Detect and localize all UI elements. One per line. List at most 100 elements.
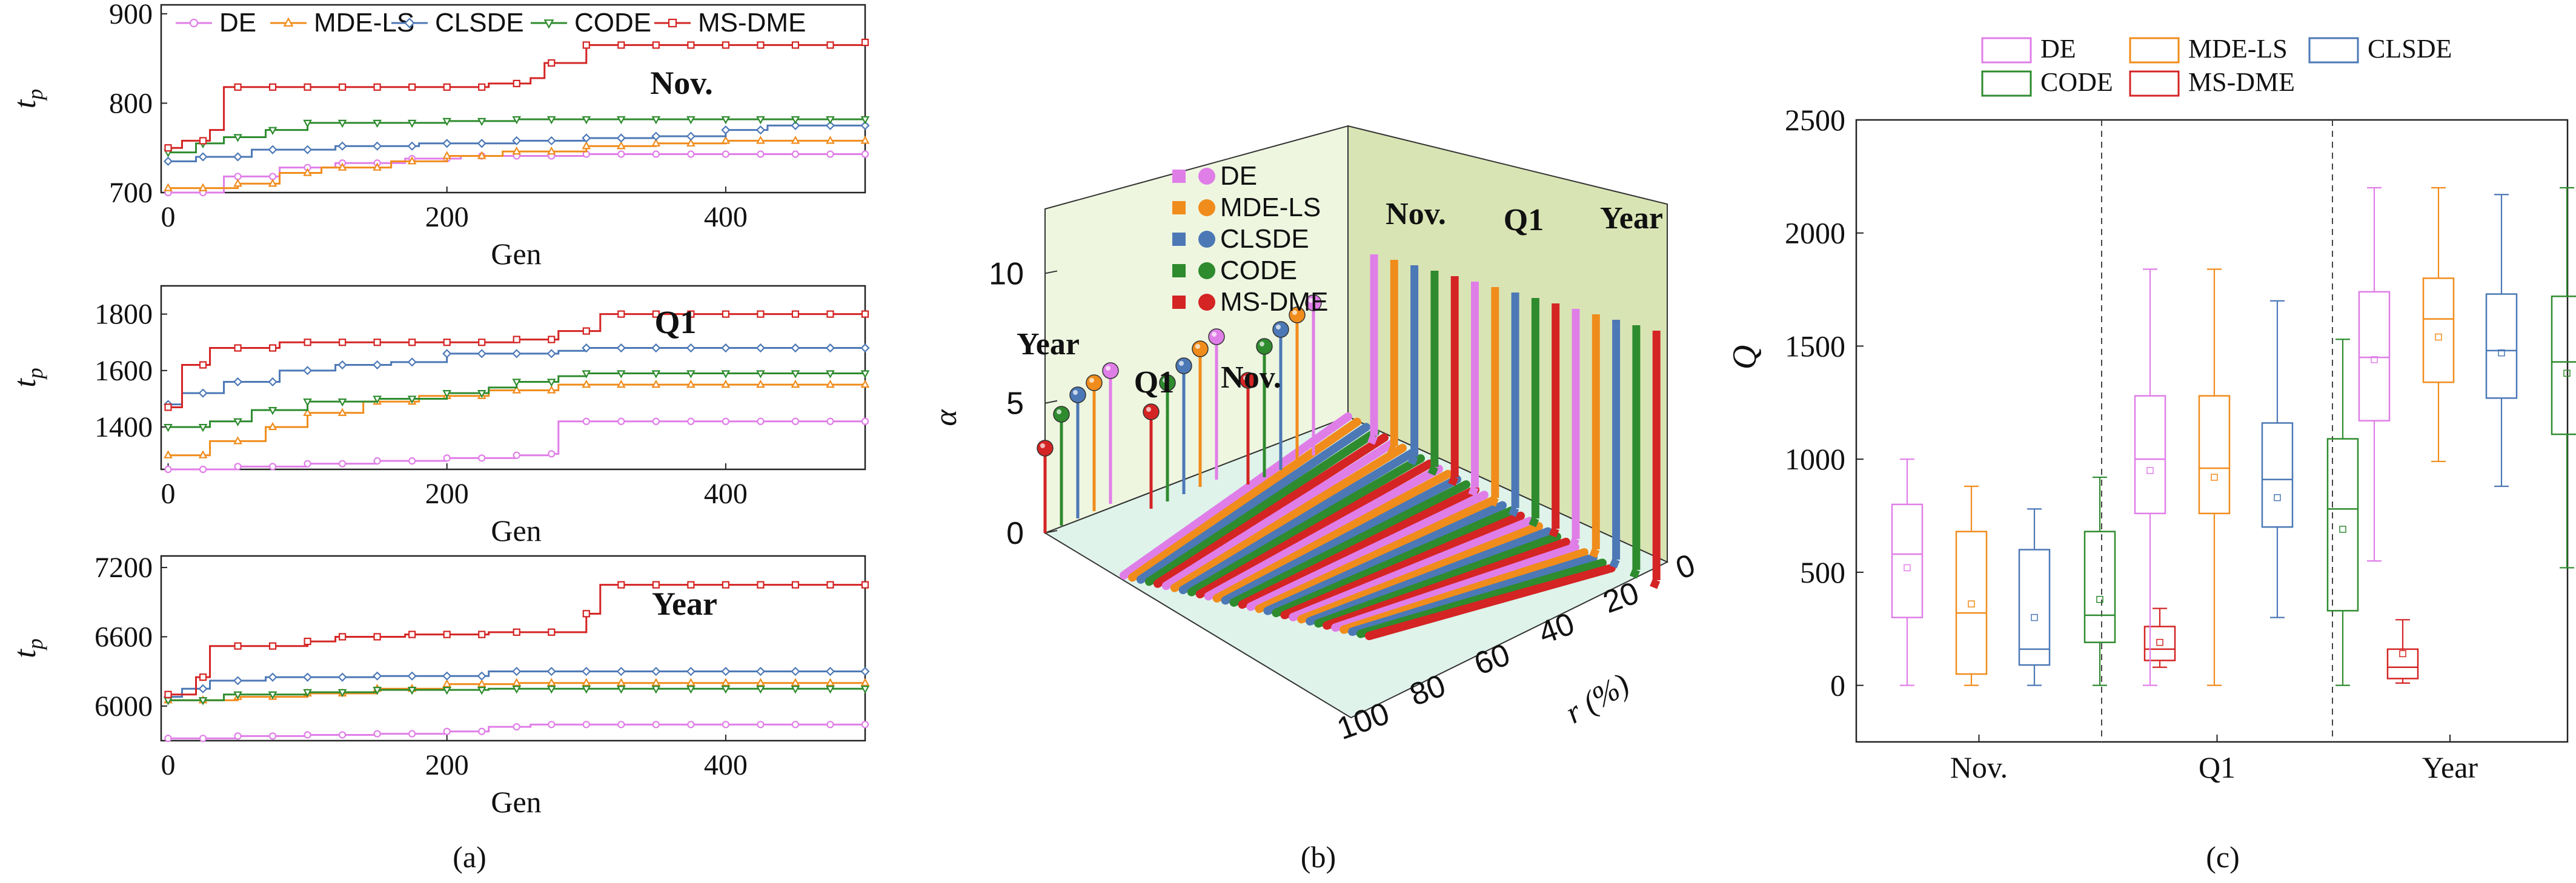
series-marker-MS-DME [478, 83, 486, 91]
series-marker-MDE-LS [616, 379, 626, 388]
series-marker-DE [582, 721, 590, 729]
series-marker-MDE-LS [233, 436, 242, 445]
z-tick [1044, 270, 1058, 274]
y-axis-label: tp [8, 368, 47, 387]
series-marker-DE [617, 417, 625, 425]
stem-highlight [1089, 378, 1094, 383]
series-marker-CODE [373, 119, 382, 128]
box-mean [2211, 474, 2218, 481]
series-marker-MDE-LS [616, 141, 626, 150]
series-marker-MS-DME [548, 628, 556, 636]
series-marker-DE [791, 150, 800, 158]
y-tick-label: 0 [1830, 669, 1845, 703]
legend-entry-c: MS-DME [2129, 67, 2295, 97]
series-marker-DE [304, 460, 311, 468]
floor-bar-DE [1331, 543, 1579, 632]
box-body [2422, 277, 2455, 383]
series-marker-DE [548, 450, 556, 458]
legend-ball [1198, 262, 1215, 279]
plot-frame [160, 4, 866, 194]
wall-bar-foot-CODE [1427, 465, 1438, 476]
floor-bar-CODE [1272, 506, 1516, 618]
series-marker-CLSDE [477, 671, 486, 681]
series-marker-CODE [303, 399, 312, 407]
series-marker-CODE [546, 116, 556, 125]
series-marker-DE [408, 730, 416, 738]
series-marker-MDE-LS [373, 162, 382, 171]
series-marker-DE [268, 173, 277, 180]
series-marker-CODE [756, 370, 765, 379]
x-axis-label: Gen [491, 237, 541, 271]
floor-bar-CLSDE [1306, 527, 1552, 626]
series-marker-MS-DME [548, 336, 556, 343]
legend-label: MS-DME [698, 8, 806, 38]
series-marker-CLSDE [721, 667, 731, 676]
series-marker-MDE-LS [442, 151, 452, 159]
series-marker-MDE-LS [860, 379, 870, 388]
series-marker-MDE-LS [860, 136, 870, 144]
series-marker-DE [268, 732, 277, 740]
x-tick-label: Q1 [2199, 750, 2236, 784]
series-marker-CLSDE [860, 667, 870, 676]
series-marker-MDE-LS [651, 138, 661, 147]
wall-bar-foot-MDE-LS [1387, 445, 1398, 455]
series-marker-CLSDE [233, 377, 243, 387]
legend-entry-b: DE [1172, 161, 1257, 191]
floor-bar-MDE-LS [1127, 417, 1361, 582]
legend-ball [1198, 168, 1215, 185]
series-marker-MS-DME [791, 41, 800, 49]
annotation-label: Year [652, 586, 717, 622]
series-marker-DE [791, 721, 800, 729]
box-MS-DME [2143, 607, 2176, 668]
y-tick-label: 700 [109, 177, 153, 209]
series-marker-CLSDE [442, 671, 452, 681]
y-tick-label: 800 [109, 87, 153, 119]
series-marker-DE [617, 721, 625, 729]
series-marker-CLSDE [373, 141, 382, 151]
x-tick-label: Nov. [1950, 750, 2008, 784]
series-marker-CLSDE [582, 667, 591, 676]
series-marker-MDE-LS [442, 679, 452, 687]
floor-bar-CLSDE [1348, 553, 1598, 637]
box-mean [2156, 638, 2163, 646]
series-marker-MS-DME [722, 41, 730, 49]
series-marker-MDE-LS [512, 678, 522, 686]
series-marker-CODE [686, 370, 695, 379]
box-mean [2498, 349, 2505, 357]
legend-label: MS-DME [2188, 67, 2295, 97]
legend-swatch [2129, 37, 2180, 64]
series-marker-MS-DME [652, 581, 660, 589]
series-marker-DE [304, 731, 311, 739]
floor-bar-DE [1120, 412, 1352, 580]
series-marker-DE [164, 735, 172, 742]
subplot-a2: 0 200 400 1400 1600 1800 Gen tp Q1 [8, 285, 870, 547]
x-tick-label: 0 [161, 749, 176, 781]
y-tick-label: 6000 [95, 690, 153, 723]
box-MS-DME [2386, 619, 2419, 684]
box-mean [2096, 595, 2103, 603]
floor-bar-CODE [1229, 480, 1470, 607]
series-marker-MS-DME [164, 403, 172, 411]
series-marker-CODE [860, 370, 870, 379]
box-CODE [2326, 339, 2359, 686]
stem-ball-CODE [1053, 406, 1070, 423]
wall-annotation: Nov. [1386, 197, 1446, 231]
series-marker-MDE-LS [303, 408, 312, 416]
z-axis-label: α [929, 409, 963, 426]
series-marker-MS-DME [687, 41, 695, 49]
series-marker-CLSDE [163, 156, 173, 166]
box-CODE [2551, 187, 2576, 569]
series-marker-CLSDE [651, 131, 661, 141]
series-marker-CODE [616, 370, 626, 379]
series-marker-CLSDE [546, 136, 556, 145]
x-tick-label: 200 [425, 478, 469, 510]
series-marker-MS-DME [652, 310, 660, 318]
floor-bar-MDE-LS [1297, 522, 1543, 624]
series-marker-MDE-LS [233, 178, 242, 187]
stem-highlight [1163, 378, 1167, 383]
series-marker-MS-DME [652, 41, 660, 49]
floor-bar-MS-DME [1365, 564, 1616, 640]
series-marker-DE [791, 417, 800, 425]
floor-bar-CODE [1187, 454, 1425, 597]
subplot-a3: 0 200 400 6000 6600 7200 Gen tp Year [8, 552, 870, 819]
